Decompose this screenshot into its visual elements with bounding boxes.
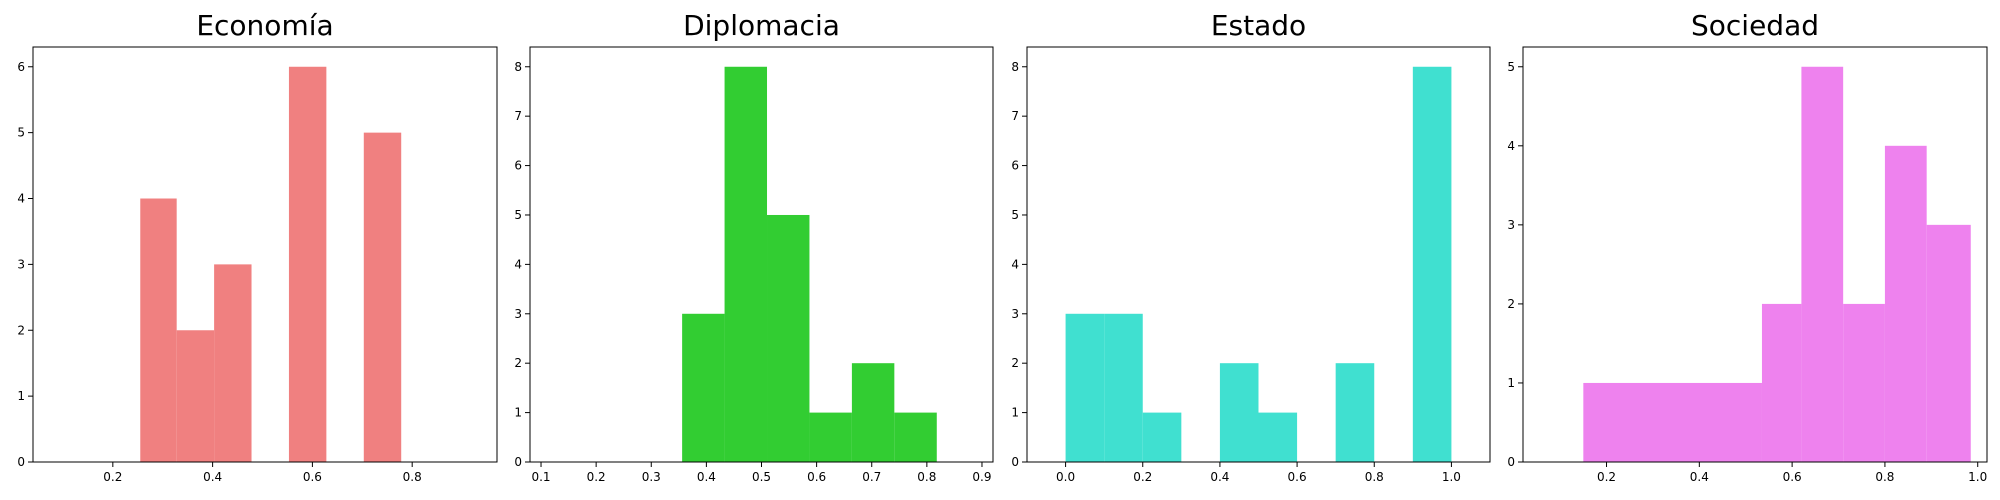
y-tick-label: 2 (1011, 356, 1019, 370)
y-tick-label: 5 (514, 208, 522, 222)
y-tick-label: 4 (1011, 257, 1019, 271)
y-tick-label: 4 (514, 257, 522, 271)
chart-title: Estado (1211, 9, 1306, 42)
histogram-bar (1219, 363, 1259, 462)
chart-title: Diplomacia (683, 9, 840, 42)
histogram-bar (1335, 363, 1375, 462)
panel-0: 0.2 0.4 0.6 0.8 0 1 2 3 4 5 6 Economía (17, 9, 498, 484)
y-tick-label: 6 (514, 159, 522, 173)
histogram-bar (1884, 145, 1927, 463)
y-tick-label: 2 (514, 356, 522, 370)
x-tick-label: 0.4 (1690, 470, 1709, 484)
histogram-bar (1142, 412, 1182, 462)
histogram-bar (809, 412, 852, 462)
x-tick-label: 0.5 (752, 470, 771, 484)
x-tick-label: 0.9 (972, 470, 991, 484)
y-tick-label: 1 (1507, 376, 1515, 390)
histogram-bar (724, 66, 768, 462)
x-tick-label: 0.8 (403, 470, 422, 484)
x-tick-label: 0.2 (1133, 470, 1152, 484)
x-tick-label: 0.1 (531, 470, 550, 484)
x-tick-label: 0.7 (862, 470, 881, 484)
y-tick-label: 0 (1011, 455, 1019, 469)
y-tick-label: 0 (17, 455, 25, 469)
x-tick-label: 0.2 (1597, 470, 1616, 484)
panel-1: 0.1 0.2 0.3 0.4 0.5 0.6 0.7 0.8 0.9 0 1 2 3 4 5 6 7 8 Dipl… (514, 9, 994, 484)
y-tick-label: 8 (1011, 60, 1019, 74)
histogram-bar (176, 330, 215, 462)
x-tick-label: 0.6 (807, 470, 826, 484)
histogram-bar (1412, 66, 1452, 462)
x-tick-label: 0.8 (917, 470, 936, 484)
y-tick-label: 4 (1507, 139, 1515, 153)
axes-frame (1026, 46, 1491, 463)
y-tick-label: 3 (17, 257, 25, 271)
histogram-bar (851, 363, 895, 462)
x-tick-label: 1.0 (1968, 470, 1987, 484)
histogram-bar (1843, 303, 1885, 462)
y-tick-label: 5 (1507, 60, 1515, 74)
chart-title: Sociedad (1691, 9, 1819, 42)
x-tick-label: 0.4 (203, 470, 222, 484)
panel-2: 0.0 0.2 0.4 0.6 0.8 1.0 0 1 2 3 4 5 6 7 8 Estado (1011, 9, 1491, 484)
histogram-bar (140, 198, 177, 462)
histogram-bar (767, 214, 810, 462)
x-tick-label: 0.2 (103, 470, 122, 484)
x-tick-label: 0.8 (1365, 470, 1384, 484)
y-tick-label: 0 (514, 455, 522, 469)
x-tick-label: 0.8 (1875, 470, 1894, 484)
histogram-bar (894, 412, 937, 462)
x-tick-label: 0.3 (642, 470, 661, 484)
y-tick-label: 5 (1011, 208, 1019, 222)
y-tick-label: 2 (17, 323, 25, 337)
x-tick-label: 0.6 (303, 470, 322, 484)
y-tick-label: 3 (1507, 218, 1515, 232)
y-tick-label: 5 (17, 126, 25, 140)
y-tick-label: 3 (514, 307, 522, 321)
histogram-bar (682, 313, 725, 462)
histogram-bar (1104, 313, 1143, 462)
histogram-bar (1583, 382, 1762, 462)
y-tick-label: 2 (1507, 297, 1515, 311)
histogram-bar (363, 132, 402, 462)
y-tick-label: 3 (1011, 307, 1019, 321)
histogram-bar (288, 66, 327, 462)
y-tick-label: 1 (17, 389, 25, 403)
y-tick-label: 0 (1507, 455, 1515, 469)
y-tick-label: 4 (17, 192, 25, 206)
y-tick-label: 7 (1011, 109, 1019, 123)
histogram-bar (1258, 412, 1298, 462)
histogram-bar (1761, 303, 1802, 462)
x-tick-label: 0.0 (1056, 470, 1075, 484)
axes-frame (32, 46, 498, 463)
histogram-bar (1065, 313, 1105, 462)
x-tick-label: 0.6 (1288, 470, 1307, 484)
panel-3: 0.2 0.4 0.6 0.8 1.0 0 1 2 3 4 5 Sociedad (1507, 9, 1988, 484)
x-tick-label: 0.6 (1783, 470, 1802, 484)
y-tick-label: 7 (514, 109, 522, 123)
x-tick-label: 1.0 (1442, 470, 1461, 484)
histogram-bar (214, 264, 252, 462)
chart-title: Economía (196, 9, 333, 42)
histogram-bar (1926, 224, 1971, 462)
y-tick-label: 1 (1011, 406, 1019, 420)
axes-frame (1522, 46, 1988, 463)
y-tick-label: 6 (1011, 159, 1019, 173)
x-tick-label: 0.4 (1210, 470, 1229, 484)
histogram-bar (1801, 66, 1844, 462)
y-tick-label: 6 (17, 60, 25, 74)
y-tick-label: 8 (514, 60, 522, 74)
y-tick-label: 1 (514, 406, 522, 420)
x-tick-label: 0.4 (697, 470, 716, 484)
x-tick-label: 0.2 (587, 470, 606, 484)
